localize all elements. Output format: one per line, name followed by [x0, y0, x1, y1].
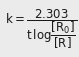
Text: $\mathrm{k{=}\dfrac{2.303}{t\,log\dfrac{[R_0]}{[R]}}}$: $\mathrm{k{=}\dfrac{2.303}{t\,log\dfrac{… [5, 7, 77, 50]
